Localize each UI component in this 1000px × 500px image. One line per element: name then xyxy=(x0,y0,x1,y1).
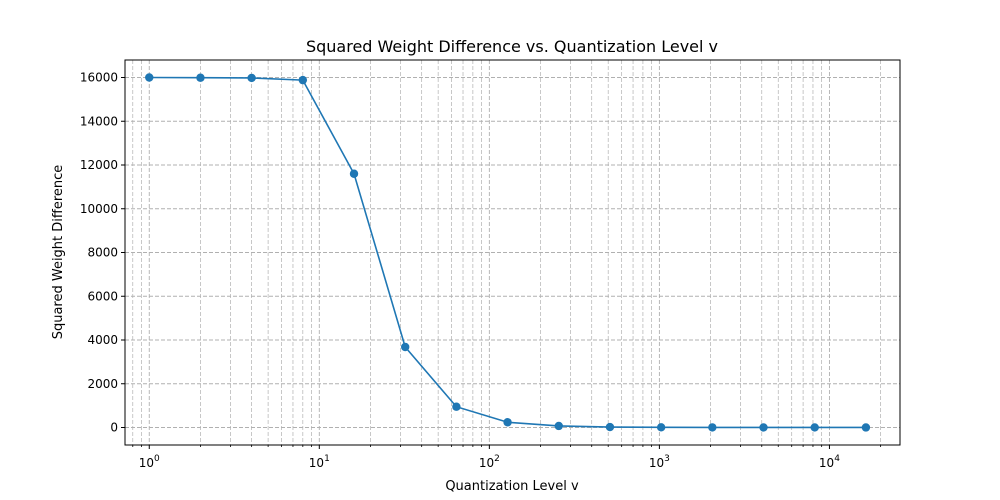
y-tick-label: 16000 xyxy=(80,71,118,85)
data-point xyxy=(656,423,666,432)
x-tick-label-exponent: 2 xyxy=(494,454,500,464)
x-tick-label-exponent: 1 xyxy=(324,454,330,464)
data-series xyxy=(145,73,871,432)
data-point xyxy=(452,402,461,411)
y-tick-label: 6000 xyxy=(87,289,118,303)
data-point xyxy=(861,423,871,432)
x-tick-label: 103 xyxy=(649,454,670,470)
x-tick-label: 102 xyxy=(479,454,500,470)
data-point xyxy=(298,75,308,85)
x-tick-label-base: 10 xyxy=(139,456,154,470)
y-axis-label: Squared Weight Difference xyxy=(51,165,66,340)
y-tick-label: 12000 xyxy=(80,158,118,172)
y-tick-label: 14000 xyxy=(80,114,118,128)
y-tick-label: 4000 xyxy=(87,333,118,347)
y-tick-label: 10000 xyxy=(80,202,118,216)
x-tick-label-base: 10 xyxy=(309,456,324,470)
x-tick-label: 100 xyxy=(139,454,160,470)
data-point xyxy=(196,73,205,82)
data-point xyxy=(349,169,359,178)
x-tick-label-base: 10 xyxy=(819,456,834,470)
data-point xyxy=(810,423,819,432)
chart-title: Squared Weight Difference vs. Quantizati… xyxy=(306,37,718,56)
x-tick-label-exponent: 4 xyxy=(834,454,840,464)
y-axis: 0 2000 4000 6000 8000 10000 12000 14000 16000 xyxy=(80,71,125,435)
x-axis: 100 101 102 103 104 xyxy=(132,445,882,470)
data-point xyxy=(554,421,563,431)
data-point xyxy=(247,73,256,83)
x-tick-label-exponent: 3 xyxy=(664,454,670,464)
x-tick-label-exponent: 0 xyxy=(154,454,160,464)
x-tick-label: 104 xyxy=(819,454,840,470)
data-point xyxy=(401,342,410,352)
y-tick-label: 2000 xyxy=(87,377,118,391)
data-point xyxy=(708,423,717,432)
x-tick-label-base: 10 xyxy=(649,456,664,470)
y-tick-label: 0 xyxy=(110,421,118,435)
data-point xyxy=(503,418,512,427)
x-tick-label-base: 10 xyxy=(479,456,494,470)
y-tick-label: 8000 xyxy=(87,246,118,260)
x-axis-label: Quantization Level v xyxy=(445,479,579,494)
data-point xyxy=(145,73,154,82)
data-point xyxy=(759,423,768,432)
data-point xyxy=(605,422,615,432)
x-tick-label: 101 xyxy=(309,454,330,470)
